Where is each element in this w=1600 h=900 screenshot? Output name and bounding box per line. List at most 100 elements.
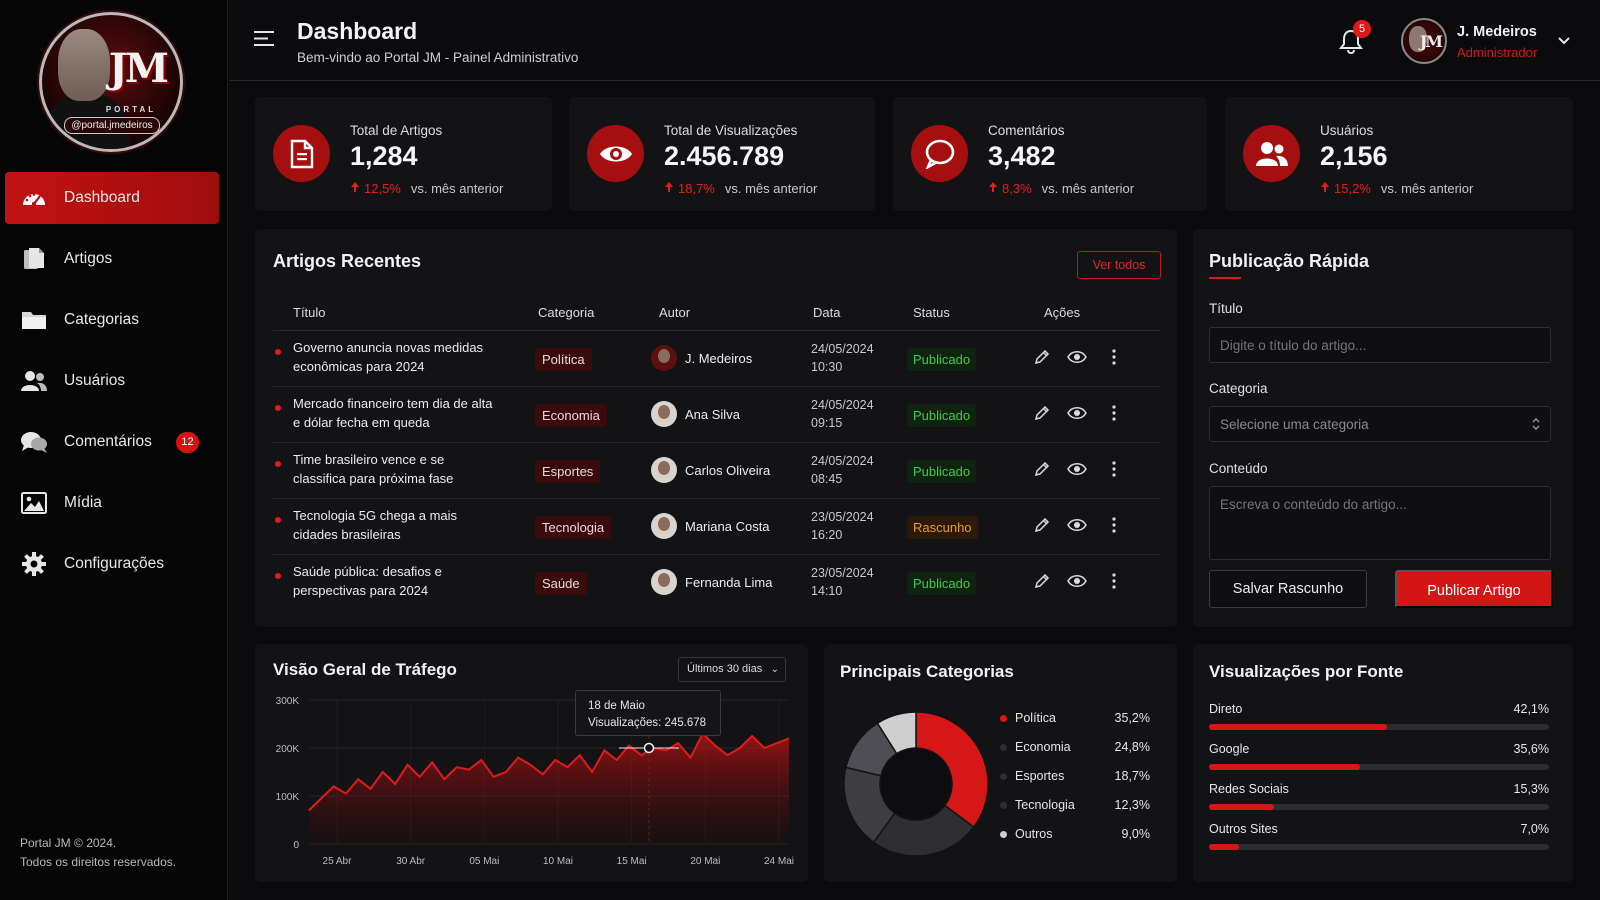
- eye-icon: [587, 125, 644, 182]
- quick-publish-title: Publicação Rápida: [1209, 251, 1370, 271]
- select-updown-icon: [1532, 417, 1540, 434]
- source-name: Redes Sociais: [1209, 782, 1289, 796]
- logo-portrait-face: [58, 29, 110, 101]
- legend-value: 35,2%: [1114, 711, 1150, 725]
- article-title[interactable]: Governo anuncia novas medidas econômicas…: [293, 340, 484, 374]
- sidebar-item-configuracoes[interactable]: Configurações: [5, 538, 219, 590]
- category-select[interactable]: Selecione uma categoria: [1209, 406, 1551, 442]
- date-range-select[interactable]: Últimos 30 dias ⌄: [678, 657, 786, 682]
- stat-card-comments: Comentários 3,482 8,3% vs. mês anterior: [893, 97, 1207, 211]
- stat-value: 3,482: [988, 141, 1056, 171]
- more-options-icon[interactable]: [1111, 404, 1117, 425]
- view-eye-icon[interactable]: [1067, 516, 1087, 537]
- more-options-icon[interactable]: [1111, 348, 1117, 369]
- view-eye-icon[interactable]: [1067, 404, 1087, 425]
- category-tag: Esportes: [535, 460, 601, 483]
- user-avatar[interactable]: JM: [1401, 18, 1447, 64]
- donut-slice-política[interactable]: [915, 711, 989, 829]
- edit-pencil-icon[interactable]: [1033, 348, 1051, 369]
- stat-card-articles: Total de Artigos 1,284 12,5% vs. mês ant…: [255, 97, 552, 211]
- category-tag: Tecnologia: [535, 516, 612, 539]
- edit-pencil-icon[interactable]: [1033, 572, 1051, 593]
- stat-card-views: Total de Visualizações 2.456.789 18,7% v…: [569, 97, 875, 211]
- y-tick-label: 200K: [276, 744, 300, 755]
- more-options-icon[interactable]: [1111, 572, 1117, 593]
- article-title[interactable]: Saúde pública: desafios e perspectivas p…: [293, 564, 442, 598]
- author-avatar: [651, 513, 677, 539]
- source-name: Google: [1209, 742, 1250, 756]
- article-title[interactable]: Time brasileiro vence e se classifica pa…: [293, 452, 454, 486]
- article-title-input[interactable]: [1209, 327, 1551, 363]
- more-options-icon[interactable]: [1111, 460, 1117, 481]
- comments-count-badge: 12: [176, 432, 199, 453]
- more-options-icon[interactable]: [1111, 516, 1117, 537]
- legend-item: Tecnologia 12,3%: [1000, 797, 1150, 817]
- document-icon: [273, 125, 330, 182]
- recent-articles-title: Artigos Recentes: [273, 251, 422, 271]
- documents-icon: [20, 246, 48, 272]
- row-actions: [1033, 516, 1143, 538]
- row-actions: [1033, 348, 1143, 370]
- y-tick-label: 100K: [276, 792, 300, 803]
- table-row[interactable]: Mercado financeiro tem dia de alta e dól…: [273, 387, 1161, 443]
- table-row[interactable]: Time brasileiro vence e se classifica pa…: [273, 443, 1161, 499]
- stat-delta-compare: vs. mês anterior: [724, 181, 818, 196]
- publish-article-button[interactable]: Publicar Artigo: [1395, 570, 1553, 608]
- chevron-down-icon[interactable]: [1557, 34, 1571, 49]
- view-eye-icon[interactable]: [1067, 348, 1087, 369]
- view-all-button[interactable]: Ver todos: [1077, 251, 1161, 279]
- sidebar-item-dashboard[interactable]: Dashboard: [5, 172, 219, 224]
- traffic-title: Visão Geral de Tráfego: [273, 660, 457, 679]
- source-row: Google 35,6%: [1209, 742, 1549, 776]
- article-date-day: 23/05/2024: [811, 510, 874, 524]
- table-row[interactable]: Governo anuncia novas medidas econômicas…: [273, 331, 1161, 387]
- row-actions: [1033, 460, 1143, 482]
- stat-value: 2.456.789: [664, 141, 785, 171]
- column-header-title: Título: [293, 305, 326, 320]
- portal-logo[interactable]: JM PORTAL @portal.jmedeiros: [39, 12, 183, 152]
- article-date: 23/05/2024 16:20: [811, 509, 874, 544]
- legend-item: Outros 9,0%: [1000, 826, 1150, 846]
- x-tick-label: 05 Mai: [469, 856, 499, 867]
- sidebar-item-usuarios[interactable]: Usuários: [5, 355, 219, 407]
- save-draft-button[interactable]: Salvar Rascunho: [1209, 570, 1367, 608]
- stat-delta: 18,7% vs. mês anterior: [664, 181, 817, 196]
- hamburger-menu-icon[interactable]: [254, 30, 274, 50]
- sidebar-item-categorias[interactable]: Categorias: [5, 294, 219, 346]
- status-badge: Publicado: [907, 460, 977, 483]
- table-row[interactable]: Tecnologia 5G chega a mais cidades brasi…: [273, 499, 1161, 555]
- sidebar-item-midia[interactable]: Mídia: [5, 477, 219, 529]
- legend-swatch: [1000, 773, 1007, 780]
- x-tick-label: 24 Mai: [764, 856, 794, 867]
- category-field-label: Categoria: [1209, 381, 1268, 396]
- article-title[interactable]: Mercado financeiro tem dia de alta e dól…: [293, 396, 493, 430]
- unread-dot: [275, 349, 281, 355]
- sidebar-item-artigos[interactable]: Artigos: [5, 233, 219, 285]
- view-eye-icon[interactable]: [1067, 460, 1087, 481]
- comments-icon: [20, 429, 48, 455]
- author-avatar: [651, 345, 677, 371]
- column-header-date: Data: [813, 305, 841, 320]
- view-eye-icon[interactable]: [1067, 572, 1087, 593]
- stat-label: Usuários: [1320, 123, 1374, 138]
- source-bar-track: [1209, 724, 1549, 730]
- tooltip-date: 18 de Maio: [588, 700, 645, 712]
- stat-delta-compare: vs. mês anterior: [410, 181, 504, 196]
- y-tick-label: 300K: [276, 696, 300, 707]
- stat-delta-percent: 15,2%: [1334, 181, 1371, 196]
- edit-pencil-icon[interactable]: [1033, 516, 1051, 537]
- article-content-textarea[interactable]: [1209, 486, 1551, 560]
- table-row[interactable]: Saúde pública: desafios e perspectivas p…: [273, 555, 1161, 611]
- article-title[interactable]: Tecnologia 5G chega a mais cidades brasi…: [293, 508, 458, 542]
- article-date: 24/05/2024 08:45: [811, 453, 874, 488]
- donut-slice-outros[interactable]: [876, 711, 917, 755]
- edit-pencil-icon[interactable]: [1033, 404, 1051, 425]
- arrow-up-icon: [1320, 181, 1330, 196]
- edit-pencil-icon[interactable]: [1033, 460, 1051, 481]
- legend-item: Esportes 18,7%: [1000, 768, 1150, 788]
- highlight-point: [643, 742, 655, 754]
- sidebar-item-comentarios[interactable]: Comentários 12: [5, 416, 219, 468]
- source-bar-track: [1209, 764, 1549, 770]
- legend-label: Esportes: [1015, 769, 1065, 783]
- author-name: Ana Silva: [685, 407, 740, 422]
